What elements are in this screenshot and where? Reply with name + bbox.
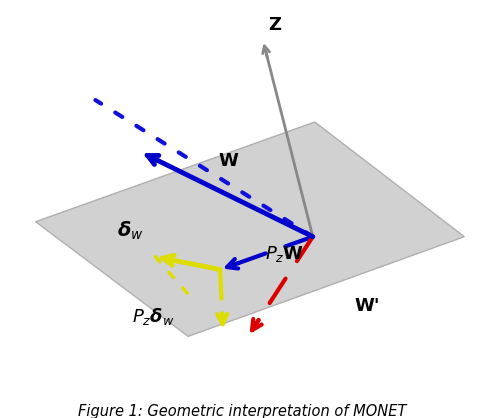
Text: $\boldsymbol{\delta}_w$: $\boldsymbol{\delta}_w$ xyxy=(117,219,143,242)
Text: W: W xyxy=(218,152,238,170)
Text: $P_z\boldsymbol{\delta}_w$: $P_z\boldsymbol{\delta}_w$ xyxy=(132,306,175,327)
Text: W': W' xyxy=(355,298,380,316)
Text: Figure 1: Geometric interpretation of MONET: Figure 1: Geometric interpretation of MO… xyxy=(78,404,406,418)
Polygon shape xyxy=(36,122,464,336)
Text: Z: Z xyxy=(269,16,281,34)
Text: $P_z$W: $P_z$W xyxy=(265,244,304,264)
